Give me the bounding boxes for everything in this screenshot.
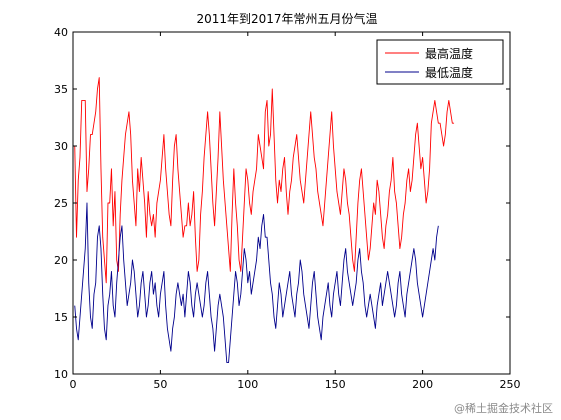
y-tick-label: 25 — [54, 197, 68, 210]
legend-box — [376, 39, 504, 85]
x-tick-label: 150 — [325, 378, 346, 391]
x-tick-label: 250 — [500, 378, 521, 391]
plot-area — [73, 32, 510, 374]
y-tick-label: 20 — [54, 254, 68, 267]
y-tick-label: 30 — [54, 140, 68, 153]
y-tick-label: 35 — [54, 83, 68, 96]
series-line-1 — [74, 77, 455, 284]
x-tick-label: 100 — [237, 378, 258, 391]
y-tick-label: 10 — [54, 368, 68, 381]
chart-title: 2011年到2017年常州五月份气温 — [196, 11, 377, 26]
series-line-2 — [74, 202, 439, 364]
x-tick-label: 50 — [153, 378, 167, 391]
y-tick-label: 40 — [54, 26, 68, 39]
x-tick-label: 200 — [412, 378, 433, 391]
legend-label-2: 最低温度 — [425, 65, 473, 80]
watermark-text: @稀土掘金技术社区 — [454, 401, 553, 415]
x-tick-label: 0 — [70, 378, 77, 391]
plot-background — [73, 32, 510, 374]
axes: 0 50 100 150 200 250 10 15 20 25 30 35 40 — [54, 26, 521, 391]
legend-label-1: 最高温度 — [425, 46, 473, 61]
y-tick-label: 15 — [54, 311, 68, 324]
